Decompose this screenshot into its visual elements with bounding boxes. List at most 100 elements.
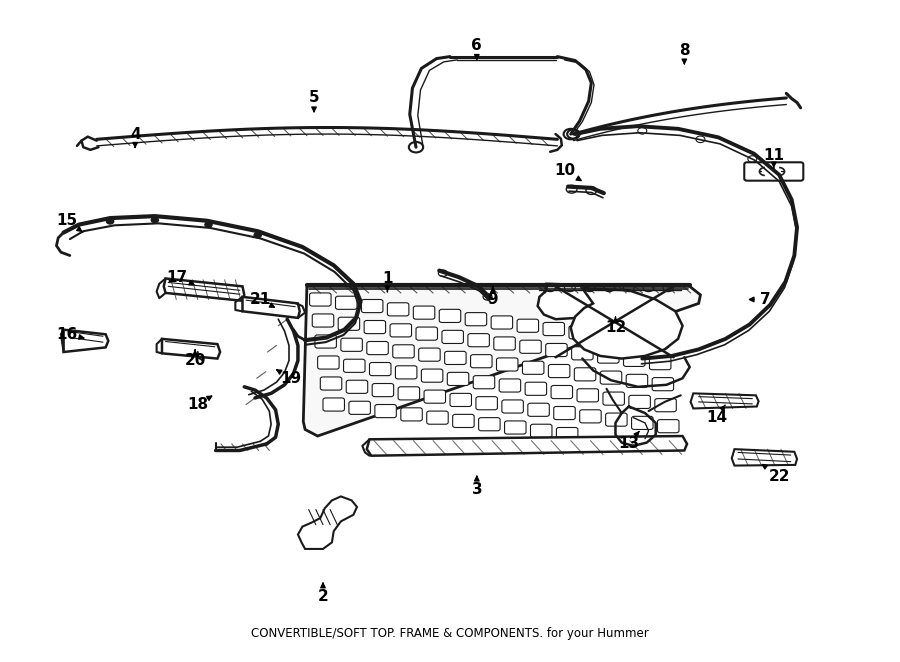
FancyBboxPatch shape <box>548 365 570 377</box>
Text: 8: 8 <box>679 42 689 64</box>
Text: 12: 12 <box>605 317 626 335</box>
FancyBboxPatch shape <box>494 337 516 350</box>
FancyBboxPatch shape <box>621 332 643 346</box>
Text: 9: 9 <box>488 287 499 307</box>
FancyBboxPatch shape <box>556 428 578 441</box>
FancyBboxPatch shape <box>655 399 676 412</box>
FancyBboxPatch shape <box>424 390 446 403</box>
FancyBboxPatch shape <box>387 303 409 316</box>
FancyBboxPatch shape <box>476 397 498 410</box>
Text: 3: 3 <box>472 476 482 497</box>
Text: 20: 20 <box>184 350 206 368</box>
FancyBboxPatch shape <box>632 416 653 430</box>
Polygon shape <box>242 297 300 318</box>
FancyBboxPatch shape <box>398 387 419 400</box>
FancyBboxPatch shape <box>367 342 388 355</box>
FancyBboxPatch shape <box>427 411 448 424</box>
FancyBboxPatch shape <box>349 401 371 414</box>
FancyBboxPatch shape <box>647 336 668 349</box>
FancyBboxPatch shape <box>525 382 546 395</box>
FancyBboxPatch shape <box>744 162 804 181</box>
Text: 4: 4 <box>130 126 140 148</box>
FancyBboxPatch shape <box>502 400 523 413</box>
FancyBboxPatch shape <box>413 306 435 319</box>
Text: 19: 19 <box>277 370 302 386</box>
Text: 5: 5 <box>309 91 320 112</box>
Text: 22: 22 <box>762 465 790 484</box>
Polygon shape <box>367 436 687 455</box>
FancyBboxPatch shape <box>624 354 645 367</box>
FancyBboxPatch shape <box>606 413 627 426</box>
Text: 14: 14 <box>706 405 727 425</box>
Text: 16: 16 <box>57 327 84 342</box>
FancyBboxPatch shape <box>323 398 345 411</box>
FancyBboxPatch shape <box>338 317 360 330</box>
FancyBboxPatch shape <box>362 299 382 312</box>
Text: CONVERTIBLE/SOFT TOP. FRAME & COMPONENTS. for your Hummer: CONVERTIBLE/SOFT TOP. FRAME & COMPONENTS… <box>251 626 649 639</box>
Polygon shape <box>64 330 108 352</box>
FancyBboxPatch shape <box>336 296 357 309</box>
FancyBboxPatch shape <box>453 414 474 428</box>
FancyBboxPatch shape <box>580 410 601 423</box>
FancyBboxPatch shape <box>439 309 461 322</box>
FancyBboxPatch shape <box>418 348 440 361</box>
Text: 21: 21 <box>250 292 274 307</box>
FancyBboxPatch shape <box>603 392 625 405</box>
FancyBboxPatch shape <box>447 372 469 385</box>
Text: 2: 2 <box>318 583 328 604</box>
FancyBboxPatch shape <box>652 377 673 391</box>
FancyBboxPatch shape <box>370 363 391 375</box>
FancyBboxPatch shape <box>505 421 526 434</box>
Text: 13: 13 <box>618 432 640 451</box>
Polygon shape <box>732 449 797 465</box>
FancyBboxPatch shape <box>629 395 651 408</box>
Text: 11: 11 <box>763 148 784 168</box>
FancyBboxPatch shape <box>310 293 331 306</box>
Polygon shape <box>690 393 759 408</box>
FancyBboxPatch shape <box>373 383 393 397</box>
FancyBboxPatch shape <box>375 404 396 418</box>
FancyBboxPatch shape <box>574 368 596 381</box>
FancyBboxPatch shape <box>312 314 334 327</box>
FancyBboxPatch shape <box>500 379 521 392</box>
FancyBboxPatch shape <box>320 377 342 390</box>
FancyBboxPatch shape <box>554 406 575 420</box>
Text: 15: 15 <box>57 213 83 232</box>
FancyBboxPatch shape <box>392 345 414 358</box>
Polygon shape <box>537 284 598 319</box>
FancyBboxPatch shape <box>318 356 339 369</box>
Polygon shape <box>162 339 220 359</box>
Polygon shape <box>164 279 244 301</box>
FancyBboxPatch shape <box>344 359 365 372</box>
FancyBboxPatch shape <box>346 380 368 393</box>
Text: 1: 1 <box>382 271 392 291</box>
Polygon shape <box>571 289 682 359</box>
FancyBboxPatch shape <box>465 312 487 326</box>
Text: 6: 6 <box>472 38 482 59</box>
FancyBboxPatch shape <box>400 408 422 421</box>
FancyBboxPatch shape <box>572 347 593 360</box>
Text: 7: 7 <box>750 292 770 307</box>
Polygon shape <box>298 496 357 549</box>
FancyBboxPatch shape <box>595 329 616 342</box>
FancyBboxPatch shape <box>530 424 552 438</box>
Polygon shape <box>303 287 700 436</box>
Circle shape <box>151 217 158 222</box>
FancyBboxPatch shape <box>445 352 466 365</box>
FancyBboxPatch shape <box>364 320 385 334</box>
FancyBboxPatch shape <box>341 338 363 352</box>
FancyBboxPatch shape <box>442 330 464 344</box>
Circle shape <box>106 218 113 224</box>
Circle shape <box>205 222 212 227</box>
Text: 17: 17 <box>166 269 194 285</box>
FancyBboxPatch shape <box>395 366 417 379</box>
FancyBboxPatch shape <box>543 322 564 336</box>
FancyBboxPatch shape <box>518 319 538 332</box>
FancyBboxPatch shape <box>468 334 490 347</box>
FancyBboxPatch shape <box>577 389 598 402</box>
FancyBboxPatch shape <box>416 327 437 340</box>
Text: 10: 10 <box>554 163 581 181</box>
FancyBboxPatch shape <box>450 393 472 406</box>
FancyBboxPatch shape <box>390 324 411 337</box>
FancyBboxPatch shape <box>626 374 648 387</box>
